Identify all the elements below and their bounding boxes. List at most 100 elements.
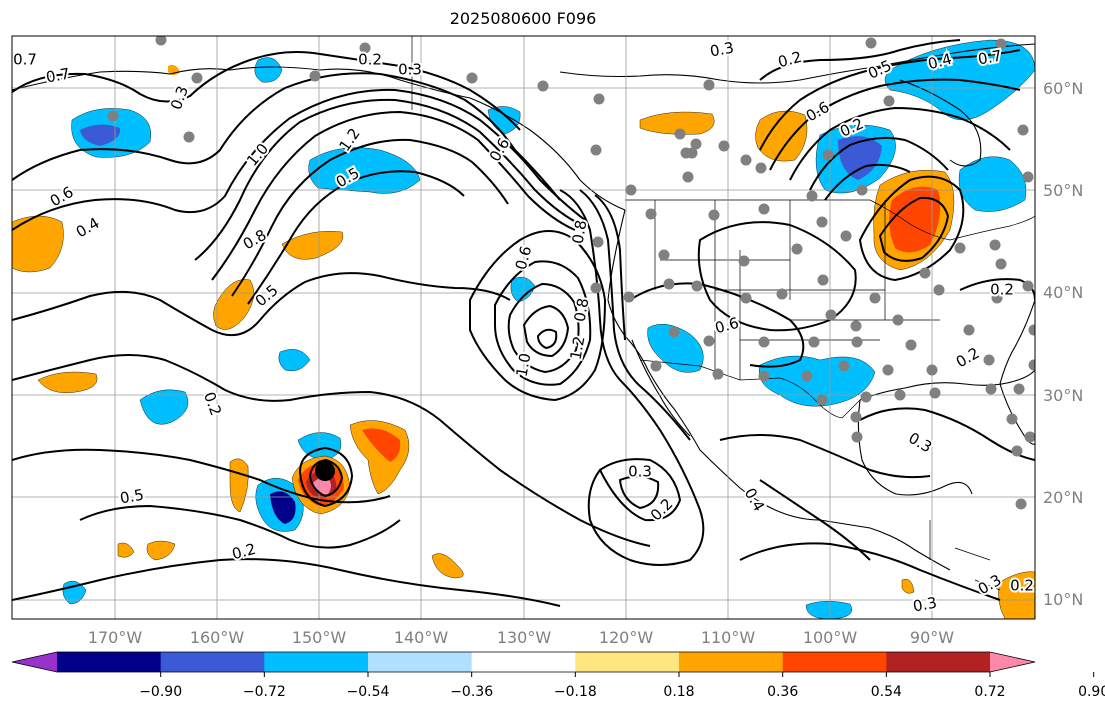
station-dot <box>758 336 770 348</box>
colorbar-tick-label: 0.54 <box>871 684 902 700</box>
station-dot <box>359 42 371 54</box>
contour-line <box>769 78 1021 171</box>
station-dot <box>740 292 752 304</box>
station-dot <box>1022 171 1034 183</box>
contour-line <box>878 196 950 262</box>
station-dot <box>682 171 694 183</box>
station-dot <box>860 391 872 403</box>
contour-line <box>789 106 1011 181</box>
station-dot <box>983 354 995 366</box>
pos-patch-south-2 <box>117 542 135 558</box>
pos-patch-jet <box>213 279 255 330</box>
lat-label: 40°N <box>1043 283 1083 302</box>
colorbar-tick-label: 0.18 <box>663 684 694 700</box>
lon-label: 130°W <box>497 628 552 647</box>
contour-line <box>809 136 949 191</box>
colorbar-tick-label: 0.90 <box>1078 684 1105 700</box>
station-dot <box>1006 413 1018 425</box>
pos-patch-hawaii-west <box>37 371 98 393</box>
station-dot <box>838 360 850 372</box>
station-dot <box>537 80 549 92</box>
contour-line <box>12 72 561 201</box>
lat-label: 20°N <box>1043 488 1083 507</box>
station-dot <box>1015 498 1027 510</box>
station-dot <box>686 147 698 159</box>
station-dot <box>995 258 1007 270</box>
colorbar-segment <box>782 652 887 672</box>
station-dot <box>933 284 945 296</box>
station-dot <box>738 255 750 267</box>
neg-patch-south-2 <box>805 601 852 619</box>
colorbar-segments <box>12 652 1035 672</box>
contour-line <box>759 479 871 561</box>
contour-line <box>579 189 691 441</box>
colorbar-ticks: −0.90 −0.72 −0.54 −0.36 −0.18 0.18 0.36 0.54 0.7… <box>139 672 1105 700</box>
station-dot <box>926 364 938 376</box>
colorbar-segment <box>264 652 369 672</box>
station-dot <box>758 203 770 215</box>
contour-line <box>469 230 607 402</box>
station-dot <box>856 184 868 196</box>
lon-label: 110°W <box>701 628 756 647</box>
station-dot <box>806 190 818 202</box>
contour-label: 0.3 <box>628 463 652 481</box>
station-dot <box>963 324 975 336</box>
map-frame <box>11 35 1036 620</box>
neg-patch-pacific-2 <box>278 349 311 372</box>
baja <box>631 339 691 437</box>
north-america-west-coast <box>607 209 951 571</box>
station-dot <box>883 95 895 107</box>
station-dot <box>691 280 703 292</box>
station-dot <box>1022 280 1034 292</box>
florida <box>999 383 1035 445</box>
lon-label: 140°W <box>394 628 449 647</box>
station-dot <box>623 291 635 303</box>
pos-patch-south-1 <box>146 540 176 561</box>
station-dot <box>1028 324 1035 336</box>
colorbar-tick-label: −0.18 <box>554 684 597 700</box>
alaska-coast <box>12 66 626 211</box>
station-dot <box>708 209 720 221</box>
station-dot <box>816 394 828 406</box>
contour-line <box>12 448 391 504</box>
mexico-gulf <box>857 399 973 496</box>
lat-label: 30°N <box>1043 386 1083 405</box>
station-dot <box>989 239 1001 251</box>
pos-patch-midpac <box>281 231 344 260</box>
station-dot <box>808 336 820 348</box>
contour-line <box>12 558 561 607</box>
station-dot <box>663 278 675 290</box>
station-dot <box>191 72 203 84</box>
contour-line <box>759 39 961 81</box>
lon-label: 160°W <box>190 628 245 647</box>
stations <box>107 36 1035 510</box>
station-dot <box>592 236 604 248</box>
station-dot <box>1024 431 1035 443</box>
station-dot <box>817 274 829 286</box>
station-dot <box>822 149 834 161</box>
lat-label: 10°N <box>1043 590 1083 609</box>
colorbar-segment <box>57 652 162 672</box>
contour-line <box>719 434 931 479</box>
contour-line <box>231 138 509 297</box>
contour-line <box>12 88 586 231</box>
station-dot <box>995 38 1007 50</box>
contour-line <box>858 175 965 282</box>
colorbar-tick-label: 0.72 <box>974 684 1005 700</box>
station-dot <box>929 387 941 399</box>
contour-line <box>618 475 660 510</box>
station-dot <box>869 292 881 304</box>
page-title: 2025080600 F096 <box>449 9 597 28</box>
us-canada-border <box>625 199 1035 241</box>
contour-label: 0.2 <box>990 281 1014 299</box>
contour-line <box>824 163 911 201</box>
contour-line <box>79 504 401 549</box>
station-dot <box>740 154 752 166</box>
station-dot <box>466 72 478 84</box>
station-dot <box>755 162 767 174</box>
station-dot <box>703 79 715 91</box>
station-dot <box>882 364 894 376</box>
contour-line <box>247 170 465 305</box>
atlantic-coast <box>999 299 1035 385</box>
